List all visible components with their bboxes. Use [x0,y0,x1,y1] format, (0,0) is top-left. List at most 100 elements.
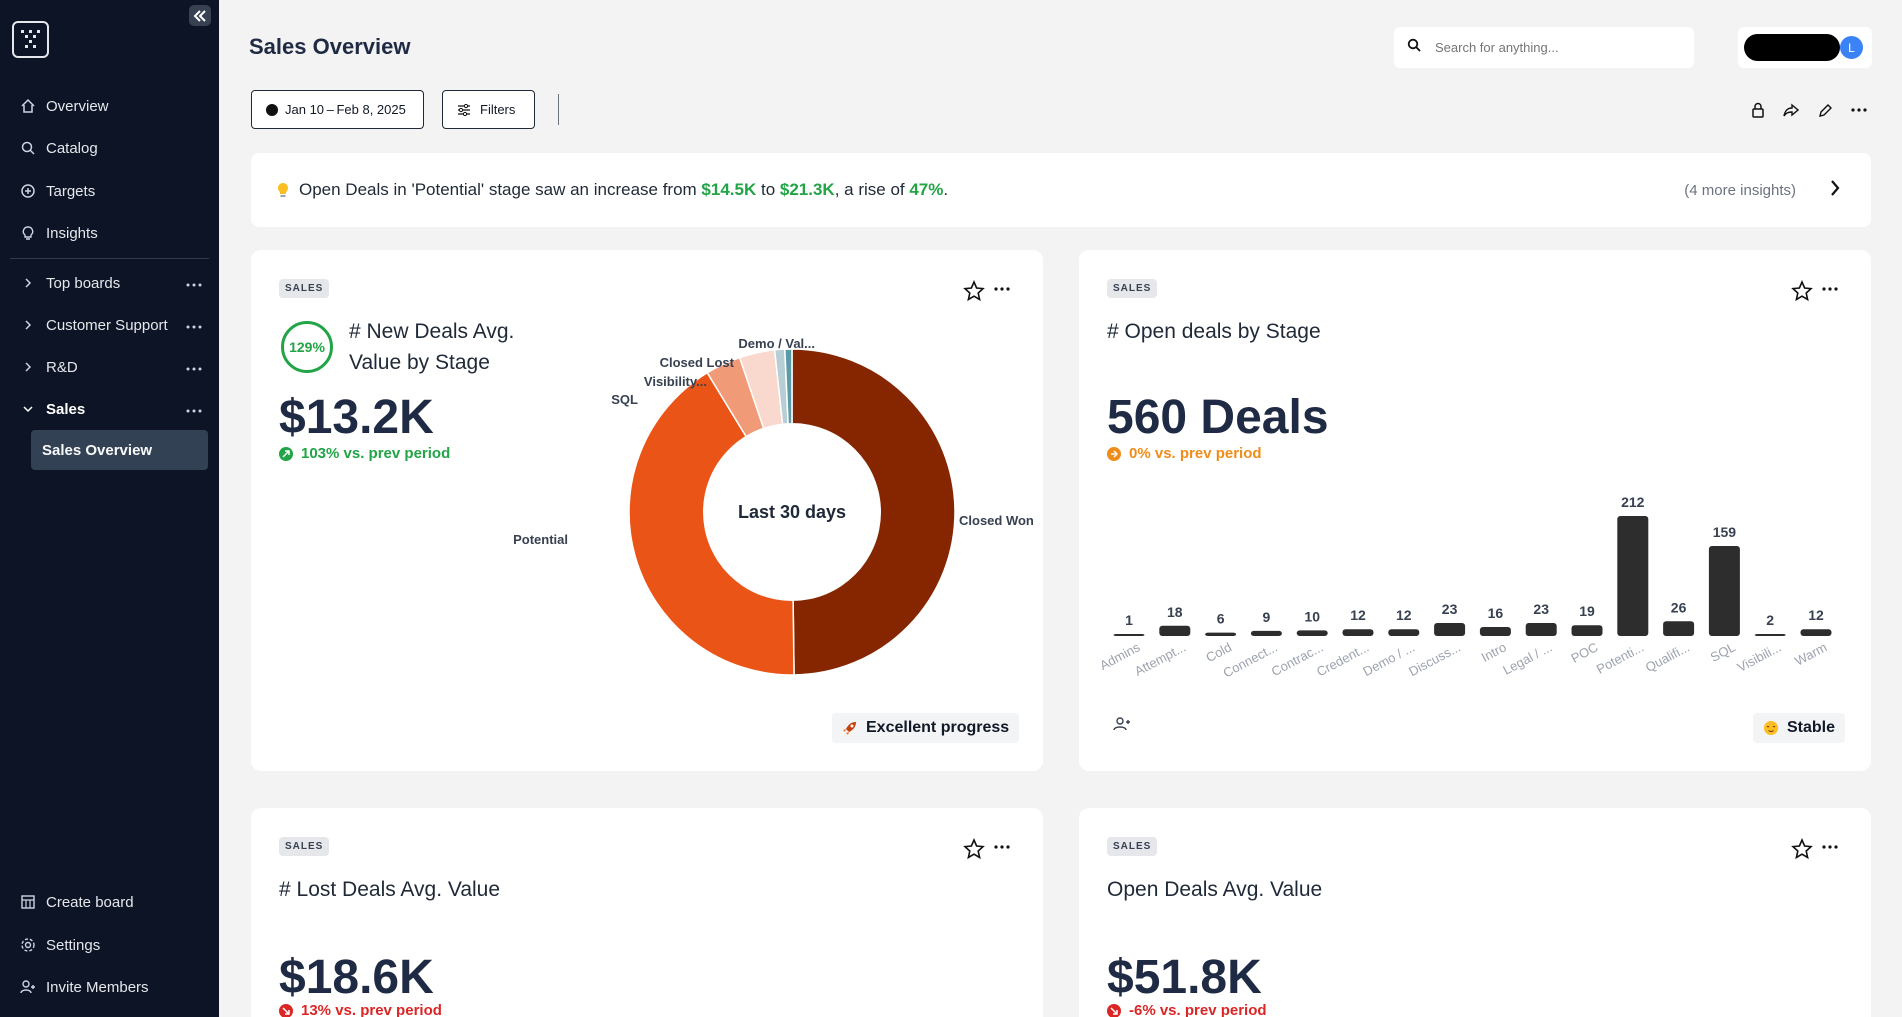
bar[interactable] [1434,622,1466,636]
star-icon[interactable] [1791,280,1813,302]
star-icon[interactable] [963,280,985,302]
chevron-right-icon [18,320,38,330]
sidebar-group-sales[interactable]: Sales [18,393,212,425]
donut-center-label: Last 30 days [738,502,846,522]
more-options-icon[interactable] [186,274,202,291]
avatar[interactable]: L [1840,36,1863,59]
edit-icon[interactable] [1815,100,1835,120]
lock-icon[interactable] [1748,100,1768,120]
sidebar-item-catalog[interactable]: Catalog [18,132,212,164]
share-icon[interactable] [1781,100,1801,120]
search-icon [1407,38,1421,57]
card-new-deals-avg-value: SALES 129% # New Deals Avg. Value by Sta… [251,250,1043,771]
bar[interactable] [1617,516,1649,636]
card-lost-deals-avg-value: SALES # Lost Deals Avg. Value $18.6K 13%… [251,808,1043,1017]
metric-value: $51.8K [1107,951,1262,1004]
user-name-redacted [1744,34,1840,61]
donut-slice[interactable] [706,356,793,513]
bar-category-label: Legal / ... [1500,639,1554,677]
user-add-icon[interactable] [1113,716,1131,732]
bar-value-label: 6 [1217,611,1225,627]
sidebar-group-label: Sales [46,400,86,418]
bar[interactable] [1525,622,1557,636]
collapse-sidebar-button[interactable] [189,5,211,26]
more-options-icon[interactable] [186,316,202,333]
bar-value-label: 10 [1304,608,1320,624]
date-range-button[interactable]: Jan 10 – Feb 8, 2025 [251,90,424,129]
sidebar-group-rnd[interactable]: R&D [18,351,212,383]
sidebar-group-top-boards[interactable]: Top boards [18,267,212,299]
lightbulb-icon [18,225,38,241]
sidebar-item-label: Create board [46,893,134,911]
metric-delta: -6% vs. prev period [1107,1002,1267,1017]
more-options-icon[interactable] [1822,278,1838,296]
sidebar-item-targets[interactable]: Targets [18,175,212,207]
app-logo[interactable] [12,21,49,58]
more-options-icon[interactable] [186,400,202,417]
user-menu[interactable]: L [1738,27,1872,68]
search-input[interactable] [1435,40,1675,55]
bar[interactable] [1479,626,1511,636]
bar[interactable] [1388,629,1420,636]
insight-text: Open Deals in 'Potential' stage saw an i… [299,180,949,199]
donut-slice[interactable] [773,348,793,513]
metric-delta: 0% vs. prev period [1107,445,1262,462]
more-options-icon[interactable] [186,358,202,375]
status-badge: Excellent progress [832,713,1020,743]
rocket-icon [842,720,858,736]
sidebar-group-customer-support[interactable]: Customer Support [18,309,212,341]
bar[interactable] [1205,632,1237,636]
sidebar-divider [10,258,209,259]
sliders-icon [457,103,471,116]
arrow-down-icon [1107,1003,1121,1017]
bar-value-label: 12 [1396,607,1412,623]
toolbar-divider [558,94,559,125]
home-icon [18,98,38,114]
donut-slice[interactable] [738,349,793,513]
bar[interactable] [1159,625,1191,636]
bar[interactable] [1296,630,1328,636]
donut-slice[interactable] [784,348,793,513]
arrow-right-icon [1107,446,1121,461]
more-options-icon[interactable] [1822,836,1838,854]
star-icon[interactable] [963,838,985,860]
sidebar-item-settings[interactable]: Settings [18,929,212,961]
bar[interactable] [1250,630,1282,636]
bar-category-label: Qualifi... [1643,639,1692,675]
sidebar-item-create-board[interactable]: Create board [18,886,212,918]
metric-value: $13.2K [279,391,434,444]
sidebar-item-invite-members[interactable]: Invite Members [18,971,212,1003]
bar[interactable] [1754,634,1786,636]
search-icon [18,140,38,156]
bar-category-label: Warm [1792,639,1829,668]
chevron-right-icon [18,362,38,372]
more-options-icon[interactable] [994,836,1010,854]
bar[interactable] [1708,546,1740,636]
search-box[interactable] [1394,27,1694,68]
metric-delta: 103% vs. prev period [279,445,450,462]
bar[interactable] [1342,629,1374,636]
metric-value: 560 Deals [1107,391,1329,444]
chevron-right-icon[interactable] [1829,179,1841,202]
bar[interactable] [1663,621,1695,636]
star-icon[interactable] [1791,838,1813,860]
filters-button[interactable]: Filters [442,90,535,129]
sidebar-item-insights[interactable]: Insights [18,217,212,249]
bar[interactable] [1113,634,1145,636]
bar[interactable] [1571,625,1603,636]
donut-slice[interactable] [791,348,956,676]
bar-value-label: 23 [1442,601,1458,617]
donut-slice[interactable] [628,371,795,676]
sidebar-item-label: Targets [46,182,96,200]
more-options-icon[interactable] [1849,100,1869,120]
card-open-deals-avg-value: SALES Open Deals Avg. Value $51.8K -6% v… [1079,808,1871,1017]
bar-value-label: 12 [1808,607,1824,623]
bar-value-label: 1 [1125,612,1133,628]
more-insights-link[interactable]: (4 more insights) [1684,181,1796,199]
bar-category-label: SQL [1708,639,1738,664]
more-options-icon[interactable] [994,278,1010,296]
insight-banner[interactable]: Open Deals in 'Potential' stage saw an i… [251,153,1871,227]
bar[interactable] [1800,629,1832,636]
sidebar-item-sales-overview[interactable]: Sales Overview [31,430,208,470]
sidebar-item-overview[interactable]: Overview [18,90,212,122]
